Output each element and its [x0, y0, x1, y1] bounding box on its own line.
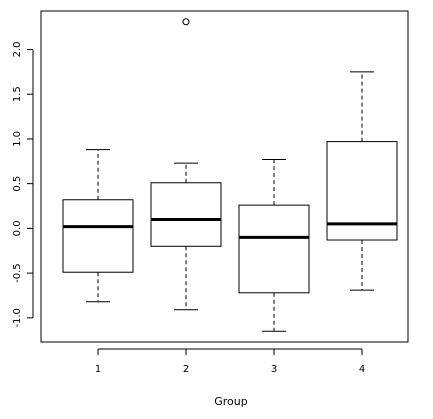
- iqr-box: [238, 204, 310, 294]
- y-tick-label: 0.0: [12, 220, 23, 236]
- y-axis: -1.0 -0.5 0.0 0.5 1.0 1.5 2.0: [12, 42, 34, 328]
- y-tick-label: 1.0: [12, 131, 23, 147]
- plot-frame: [40, 10, 409, 343]
- iqr-box: [62, 199, 134, 273]
- box-group-4: [326, 71, 398, 291]
- x-axis: 1 2 3 4: [95, 348, 365, 375]
- box-group-1: [62, 149, 134, 303]
- x-axis-label: Group: [214, 395, 248, 408]
- x-tick-label: 1: [95, 364, 101, 375]
- iqr-box: [150, 182, 222, 247]
- iqr-box: [326, 141, 398, 241]
- outlier-point: [182, 18, 190, 26]
- y-tick-label: -0.5: [12, 263, 23, 283]
- y-tick-label: -1.0: [12, 308, 23, 328]
- x-tick-label: 4: [359, 364, 365, 375]
- y-tick-label: 2.0: [12, 42, 23, 58]
- box-group-2: [150, 18, 222, 311]
- x-tick-label: 2: [183, 364, 189, 375]
- y-tick-label: 0.5: [12, 176, 23, 192]
- box-group-3: [238, 159, 310, 332]
- x-tick-label: 3: [271, 364, 277, 375]
- box-plots: [62, 18, 398, 332]
- y-tick-label: 1.5: [12, 86, 23, 102]
